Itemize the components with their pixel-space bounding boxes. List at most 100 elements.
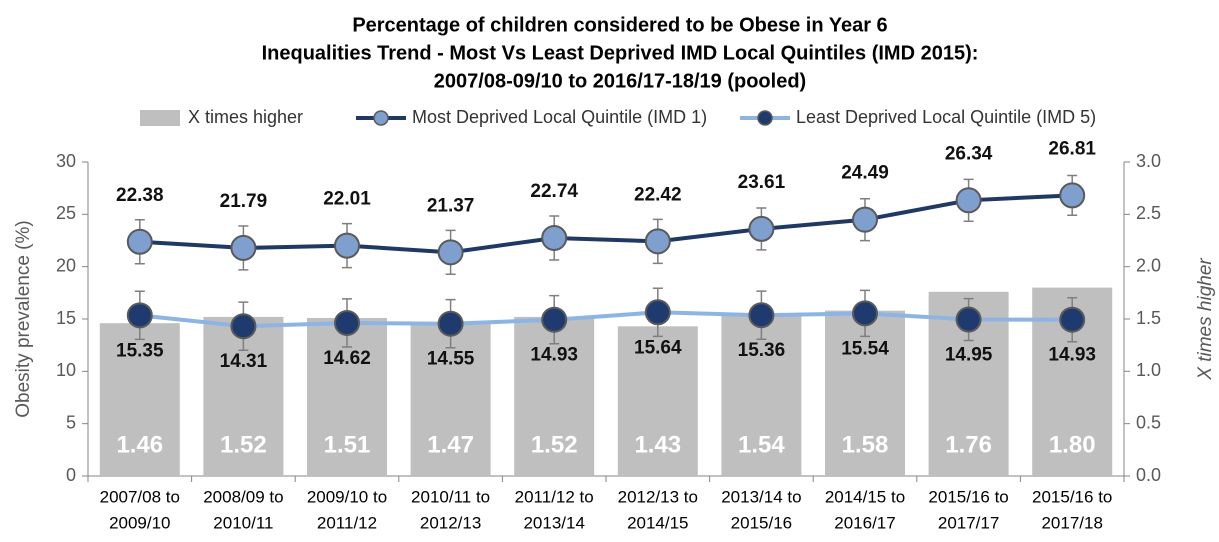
bar-value-label: 1.51 [324,431,371,458]
data-label: 15.54 [841,338,889,359]
marker [541,224,568,251]
bar-value-label: 1.52 [220,431,267,458]
x-tick-label: 2009/10 [109,513,170,532]
x-tick-label: 2013/14 to [721,487,801,506]
x-tick-label: 2008/09 to [203,487,283,506]
bar [617,326,698,476]
marker [955,306,982,333]
data-label: 14.93 [530,345,578,366]
marker [852,300,878,327]
chart-title: Inequalities Trend - Most Vs Least Depri… [262,42,979,64]
marker [955,187,982,214]
legend-label: Least Deprived Local Quintile (IMD 5) [796,107,1096,127]
bar-value-label: 1.47 [427,431,474,458]
bar-value-label: 1.43 [634,431,681,458]
marker [748,215,775,242]
x-tick-label: 2013/14 [523,513,584,532]
data-label: 21.37 [427,195,475,216]
marker [1059,306,1086,333]
x-tick-label: 2014/15 [627,513,688,532]
y-tick-label: 30 [56,151,76,171]
y-axis-label: Obesity prevalence (%) [13,220,34,417]
x-tick-label: 2015/16 to [928,487,1008,506]
data-label: 24.49 [841,163,889,184]
y2-tick-label: 0.5 [1136,412,1161,432]
data-label: 15.36 [738,340,786,361]
bar-value-label: 1.54 [738,431,785,458]
line [139,193,1073,255]
y2-tick-label: 1.5 [1136,308,1161,328]
bar-value-label: 1.76 [945,431,992,458]
x-tick-label: 2014/15 to [825,487,905,506]
marker [437,310,464,337]
marker [126,302,153,329]
legend-swatch [373,110,389,126]
x-tick-label: 2011/12 to [515,487,594,506]
bar [721,314,802,476]
y2-tick-label: 0.0 [1136,465,1161,485]
data-label: 21.79 [220,191,268,212]
chart-title: 2007/08-09/10 to 2016/17-18/19 (pooled) [434,70,806,92]
marker [437,239,464,266]
data-label: 14.93 [1048,345,1096,366]
legend-label: Most Deprived Local Quintile (IMD 1) [412,107,707,127]
data-label: 22.42 [634,184,682,205]
x-tick-label: 2011/12 [317,513,377,532]
data-label: 14.95 [945,345,993,366]
line [139,310,1073,329]
x-tick-label: 2015/16 [731,513,792,532]
y-tick-label: 10 [56,360,76,380]
data-label: 22.74 [530,181,578,202]
bar-value-label: 1.80 [1049,431,1096,458]
x-tick-label: 2017/17 [938,513,999,532]
marker [1059,182,1086,209]
x-tick-label: 2010/11 [213,513,273,532]
data-label: 14.31 [220,351,268,372]
marker [644,299,671,326]
marker [541,306,568,333]
bar-value-label: 1.58 [842,431,889,458]
y2-tick-label: 3.0 [1136,151,1161,171]
x-tick-label: 2016/17 [834,513,895,532]
marker [644,228,671,255]
data-label: 15.35 [116,340,164,361]
x-tick-label: 2009/10 to [307,487,387,506]
marker [748,302,775,329]
y-tick-label: 20 [56,255,76,275]
x-tick-label: 2012/13 to [618,487,698,506]
marker [334,232,360,259]
marker [334,309,360,336]
x-tick-label: 2007/08 to [100,487,180,506]
data-label: 26.34 [945,143,993,164]
y-tick-label: 15 [56,308,76,328]
data-label: 14.55 [427,349,475,370]
x-tick-label: 2015/16 to [1032,487,1112,506]
marker [230,234,257,261]
data-label: 22.01 [323,189,371,210]
bar-value-label: 1.52 [531,431,578,458]
y-tick-label: 0 [66,465,76,485]
legend-swatch [140,110,180,126]
bar-value-label: 1.46 [116,431,163,458]
data-label: 14.62 [323,348,371,369]
chart-title: Percentage of children considered to be … [352,14,887,36]
legend-label: X times higher [188,107,303,127]
y2-axis-label: X times higher [1195,258,1216,381]
marker [852,206,878,233]
data-label: 22.38 [116,185,164,206]
marker [230,313,257,340]
y-tick-label: 5 [66,412,76,432]
data-label: 15.64 [634,337,682,358]
x-tick-label: 2010/11 to [411,487,490,506]
x-tick-label: 2012/13 [420,513,481,532]
marker [126,228,153,255]
legend-swatch [757,110,773,126]
data-label: 23.61 [738,172,786,193]
bar [825,310,905,476]
y2-tick-label: 1.0 [1136,360,1161,380]
y2-tick-label: 2.0 [1136,255,1161,275]
y-tick-label: 25 [56,203,76,223]
y2-tick-label: 2.5 [1136,203,1161,223]
x-tick-label: 2017/18 [1041,513,1102,532]
